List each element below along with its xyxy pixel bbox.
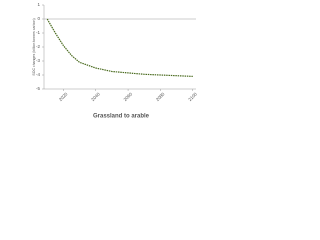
- y-axis-label: SOC changes (billion tonnes carbon): [32, 18, 36, 75]
- y-tick-label: 0: [37, 16, 40, 21]
- page: {"chart_data": {"type": "line", "title":…: [0, 0, 200, 133]
- y-tick-label: 1: [37, 2, 40, 7]
- y-tick-label: -5: [36, 86, 40, 91]
- y-tick-label: -2: [36, 44, 40, 49]
- chart-title: Grassland to arable: [93, 114, 150, 120]
- y-tick-label: -1: [36, 30, 40, 35]
- series-line: [46, 18, 193, 77]
- x-tick-label: 2100: [187, 91, 198, 102]
- y-tick-label: -3: [36, 58, 40, 63]
- x-tick-label: 2060: [123, 91, 134, 102]
- chart: Grassland to arable SOC changes (billion…: [32, 2, 198, 120]
- y-tick-label: -4: [36, 72, 40, 77]
- x-tick-label: 2080: [155, 91, 166, 102]
- x-tick-label: 2020: [58, 91, 69, 102]
- x-tick-label: 2040: [90, 91, 101, 102]
